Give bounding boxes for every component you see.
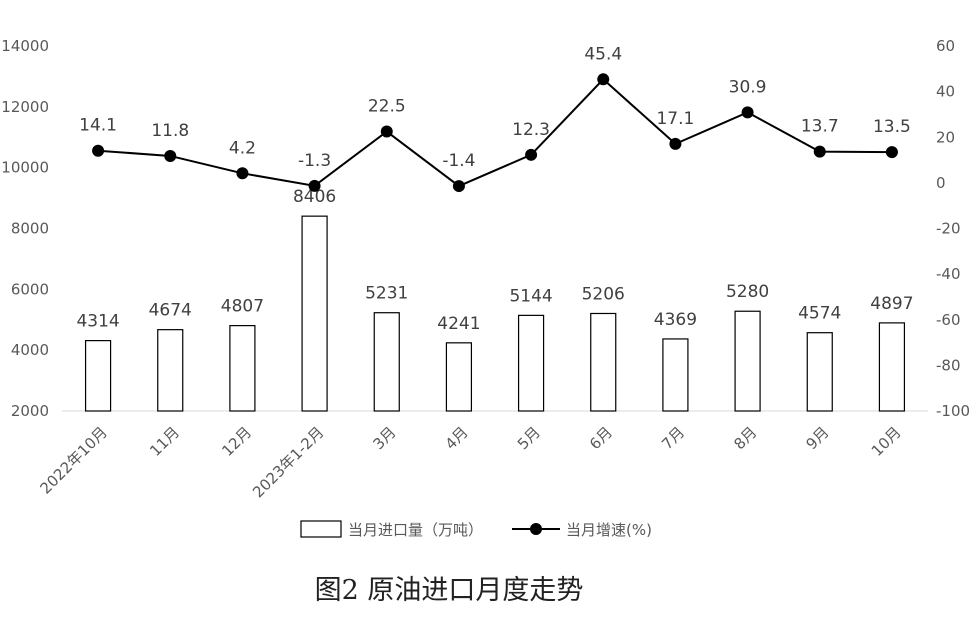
left-axis-tick-label: 6000: [11, 280, 49, 298]
bar: [517, 314, 545, 412]
bar-value-label: 4241: [437, 314, 480, 334]
line-value-label: 14.1: [79, 116, 117, 136]
bar-series: [84, 215, 906, 412]
left-axis-tick-label: 12000: [1, 98, 49, 116]
bar-value-label: 4574: [798, 304, 841, 324]
legend-line-label: 当月增速(%): [566, 521, 652, 539]
left-axis-tick-label: 14000: [1, 37, 49, 55]
bar-value-label: 4369: [654, 310, 697, 330]
bar-value-label: 4807: [221, 297, 264, 317]
x-axis-tick-label: 10月: [868, 423, 905, 460]
bar: [229, 325, 256, 412]
legend-bar-label: 当月进口量（万吨）: [348, 521, 483, 539]
bar: [734, 310, 761, 412]
line-point: [741, 106, 754, 119]
bar-value-label: 4897: [870, 294, 913, 314]
line-value-label: 12.3: [512, 120, 550, 140]
line-value-label: 45.4: [584, 44, 622, 64]
right-axis-tick-label: 40: [936, 83, 955, 101]
bar-data-labels: 4314 4674 4807 8406 5231 4241 5144 5206 4369 5280…: [76, 187, 913, 334]
right-axis-tick-label: -60: [936, 311, 961, 329]
line-value-label: 4.2: [229, 138, 256, 158]
line-point: [380, 125, 393, 138]
line-point: [597, 73, 610, 86]
chart-caption: 图2 原油进口月度走势: [315, 575, 584, 606]
right-axis-tick-label: -100: [936, 402, 970, 420]
line-point: [669, 137, 682, 150]
bar: [84, 340, 112, 412]
line-point: [164, 149, 177, 162]
left-axis-tick-label: 10000: [1, 159, 49, 177]
bar-value-label: 5144: [509, 286, 552, 306]
right-axis-tick-label: 0: [936, 174, 946, 192]
x-axis-tick-label: 4月: [442, 423, 472, 453]
line-data-labels: 14.1 11.8 4.2 -1.3 22.5 -1.4 12.3 45.4 17.1 30.9 1…: [79, 44, 911, 171]
bar: [373, 312, 400, 412]
line-value-label: 17.1: [656, 109, 694, 129]
x-axis-tick-label: 7月: [658, 423, 688, 453]
line-value-label: 22.5: [368, 97, 406, 117]
right-axis-tick-label: -20: [936, 220, 961, 238]
line-point: [885, 146, 898, 159]
right-axis-tick-label: 20: [936, 128, 955, 146]
bar-value-label: 5231: [365, 284, 408, 304]
line-value-label: 13.5: [873, 117, 911, 137]
x-axis-tick-label: 12月: [218, 423, 255, 460]
x-axis-tick-label: 5月: [514, 423, 544, 453]
left-axis: 2000 4000 6000 8000 10000 12000 14000: [1, 37, 49, 420]
right-axis-tick-label: -80: [936, 356, 961, 374]
x-axis-tick-label: 2022年10月: [36, 423, 110, 497]
line-point: [308, 179, 321, 192]
line-value-label: 30.9: [729, 77, 767, 97]
legend-line-marker: [530, 523, 542, 535]
line-value-label: 13.7: [801, 117, 839, 137]
right-axis-tick-label: 60: [936, 37, 955, 55]
x-axis-tick-label: 6月: [586, 423, 616, 453]
left-axis-tick-label: 4000: [11, 341, 49, 359]
line-point: [452, 180, 465, 193]
left-axis-tick-label: 2000: [11, 402, 49, 420]
bar: [445, 342, 473, 412]
bar-value-label: 5280: [726, 282, 769, 302]
right-axis: -100 -80 -60 -40 -20 0 20 40 60: [936, 37, 970, 420]
line-value-label: 11.8: [151, 121, 189, 141]
legend: 当月进口量（万吨） 当月增速(%): [300, 520, 652, 539]
bar: [157, 329, 184, 412]
bar: [806, 332, 833, 412]
legend-bar-swatch: [300, 520, 342, 538]
line-point: [813, 145, 826, 158]
line-point: [525, 148, 538, 161]
left-axis-tick-label: 8000: [11, 220, 49, 238]
bar-value-label: 5206: [582, 284, 625, 304]
x-axis-tick-label: 2023年1-2月: [249, 423, 327, 501]
bar-value-label: 8406: [293, 187, 336, 207]
x-axis-tick-label: 3月: [369, 423, 399, 453]
right-axis-tick-label: -40: [936, 265, 961, 283]
line-point: [92, 144, 105, 157]
bar-value-label: 4674: [149, 301, 192, 321]
line-value-label: -1.3: [298, 151, 331, 171]
line-value-label: -1.4: [442, 151, 475, 171]
bar: [662, 338, 689, 412]
growth-line: [98, 77, 892, 188]
bar-value-label: 4314: [76, 312, 119, 332]
bar: [878, 322, 906, 412]
line-point: [236, 167, 249, 180]
x-axis-tick-label: 8月: [730, 423, 760, 453]
x-axis-tick-label: 11月: [146, 423, 183, 460]
line-series: [92, 73, 898, 193]
bar: [590, 312, 617, 412]
x-axis-tick-label: 9月: [802, 423, 832, 453]
bar: [301, 215, 328, 412]
